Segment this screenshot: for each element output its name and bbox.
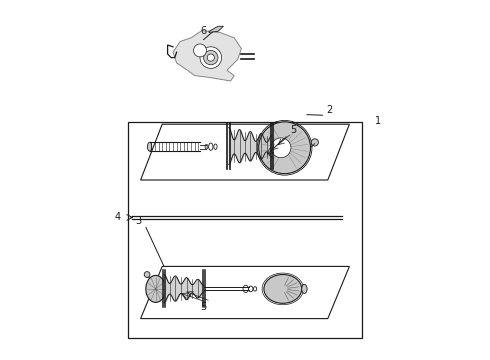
Ellipse shape <box>248 286 253 292</box>
Circle shape <box>194 44 206 57</box>
Ellipse shape <box>209 143 213 150</box>
Circle shape <box>144 271 150 277</box>
Ellipse shape <box>271 138 291 158</box>
Circle shape <box>311 139 318 146</box>
Bar <box>128 122 362 338</box>
Ellipse shape <box>264 274 302 303</box>
Ellipse shape <box>259 122 311 174</box>
Text: 4: 4 <box>114 212 120 222</box>
Polygon shape <box>209 26 223 32</box>
Ellipse shape <box>147 142 152 151</box>
Polygon shape <box>141 266 349 319</box>
Ellipse shape <box>253 287 257 291</box>
Text: 1: 1 <box>375 116 381 126</box>
Ellipse shape <box>243 285 248 292</box>
Text: 5: 5 <box>291 125 297 135</box>
Polygon shape <box>141 124 349 180</box>
Text: 6: 6 <box>200 26 207 36</box>
Text: 5: 5 <box>200 302 207 312</box>
Ellipse shape <box>146 275 166 302</box>
Text: 2: 2 <box>326 105 333 115</box>
Ellipse shape <box>214 144 217 149</box>
Ellipse shape <box>205 144 208 149</box>
Circle shape <box>207 54 215 61</box>
Text: 3: 3 <box>136 216 142 226</box>
Circle shape <box>200 47 221 68</box>
Polygon shape <box>173 31 242 81</box>
Circle shape <box>204 50 218 65</box>
Ellipse shape <box>302 284 307 293</box>
